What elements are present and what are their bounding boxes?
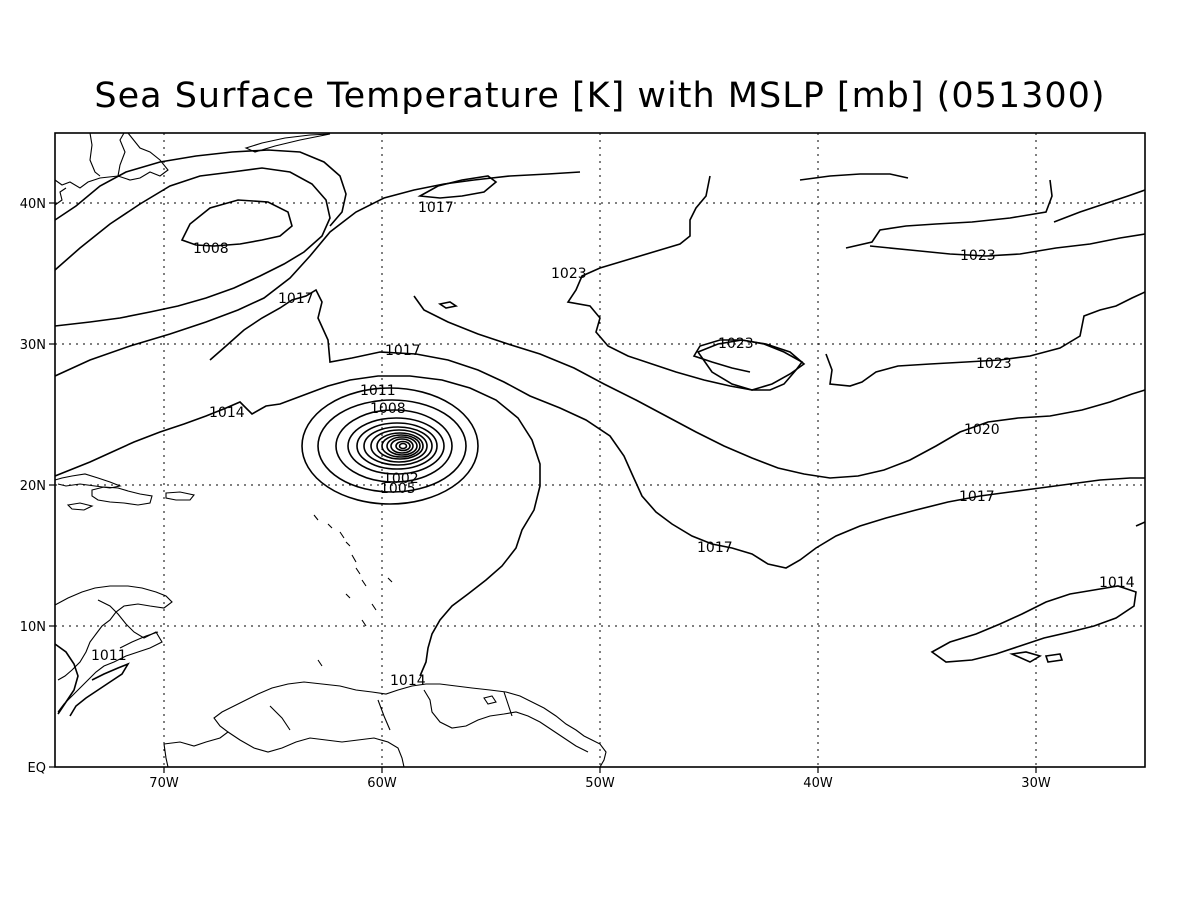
- lat-tick-label: 20N: [20, 479, 46, 494]
- contour-label: 1023: [551, 266, 587, 282]
- contour-label: 1014: [209, 405, 245, 421]
- coast-north-america: [54, 132, 169, 189]
- coast-panama: [57, 599, 163, 713]
- coast-trinidad: [483, 695, 497, 705]
- coast-lesser-antilles: [313, 514, 393, 667]
- coast-nova-scotia: [244, 133, 331, 153]
- contour-label: 1011: [91, 648, 127, 664]
- lon-tick-label: 40W: [803, 776, 833, 791]
- contour-label: 1017: [418, 200, 454, 216]
- lon-tick-label: 30W: [1021, 776, 1051, 791]
- contour-1023-northeast-b: [869, 233, 1146, 257]
- coastlines: [54, 132, 607, 768]
- lat-tick-label: 40N: [20, 197, 46, 212]
- contour-1017-small: [417, 175, 498, 199]
- contour-east-edge: [1135, 521, 1146, 527]
- coast-puerto-rico: [165, 491, 195, 501]
- coast-colombia-venezuela: [163, 681, 607, 768]
- contour-1008-low: [180, 199, 293, 247]
- contour-1011-inner: [69, 662, 130, 717]
- contour-label: 1008: [370, 401, 406, 417]
- coast-bahamas-cuba: [54, 473, 122, 489]
- contour-1017-north: [54, 171, 581, 377]
- longitude-labels: 70W 60W 50W 40W 30W: [149, 776, 1051, 791]
- contour-label: 1014: [390, 673, 426, 689]
- tick-marks: [49, 202, 1037, 773]
- coast-central-america: [54, 585, 173, 681]
- coast-hispaniola: [91, 486, 153, 506]
- contour-label: 1017: [385, 343, 421, 359]
- contour-label: 1017: [697, 540, 733, 556]
- contour-1014-east: [930, 585, 1137, 663]
- latitude-labels: 40N 30N 20N 10N EQ: [20, 197, 46, 776]
- coast-venezuela-interior: [227, 731, 405, 768]
- contour-1020: [413, 295, 1146, 479]
- coast-borders: [163, 691, 513, 768]
- lon-tick-label: 60W: [367, 776, 397, 791]
- contour-label: 1008: [193, 241, 229, 257]
- contour-1023-east: [1053, 189, 1146, 223]
- contour-label: 1023: [960, 248, 996, 264]
- contour-label: 1005: [380, 481, 416, 497]
- contour-1011-south: [54, 643, 79, 715]
- contour-label: 1002: [383, 471, 419, 487]
- graticule: [55, 133, 1145, 767]
- contour-label: 1017: [959, 489, 995, 505]
- contour-label: 1017: [278, 291, 314, 307]
- contour-northwest-outer: [54, 167, 331, 327]
- lon-tick-label: 50W: [585, 776, 615, 791]
- contour-label: 1014: [1099, 575, 1135, 591]
- lat-tick-label: 30N: [20, 338, 46, 353]
- hurricane-low-rings: [301, 387, 479, 505]
- coast-new-england: [89, 132, 126, 177]
- coast-cape-cod: [54, 187, 67, 206]
- contour-1014: [54, 375, 541, 677]
- contour-1023-main: [566, 175, 804, 391]
- lat-tick-label: EQ: [28, 761, 46, 776]
- contour-1023-top: [799, 173, 909, 181]
- contour-1023-right: [825, 291, 1146, 387]
- lat-tick-label: 10N: [20, 620, 46, 635]
- contour-northwest-mid: [54, 149, 347, 227]
- contour-1014-east-b: [1009, 651, 1064, 663]
- contour-1017-main: [209, 288, 1145, 569]
- coast-guyana-interior: [423, 689, 589, 753]
- coast-jamaica: [66, 502, 94, 511]
- contour-small-island: [437, 301, 459, 309]
- contour-1023-inner: [696, 339, 806, 391]
- contour-label: 1020: [964, 422, 1000, 438]
- map-title: Sea Surface Temperature [K] with MSLP [m…: [94, 76, 1106, 116]
- contour-label: 1011: [360, 383, 396, 399]
- contour-label: 1023: [718, 336, 754, 352]
- coast-lake-maracaibo: [119, 631, 159, 649]
- contour-label: 1023: [976, 356, 1012, 372]
- contour-labels: 1017 1008 1023 1023 1017 1017 1023 1023 …: [91, 200, 1135, 689]
- mslp-contours: [54, 149, 1146, 717]
- lon-tick-label: 70W: [149, 776, 179, 791]
- contour-1023-northeast: [845, 179, 1053, 249]
